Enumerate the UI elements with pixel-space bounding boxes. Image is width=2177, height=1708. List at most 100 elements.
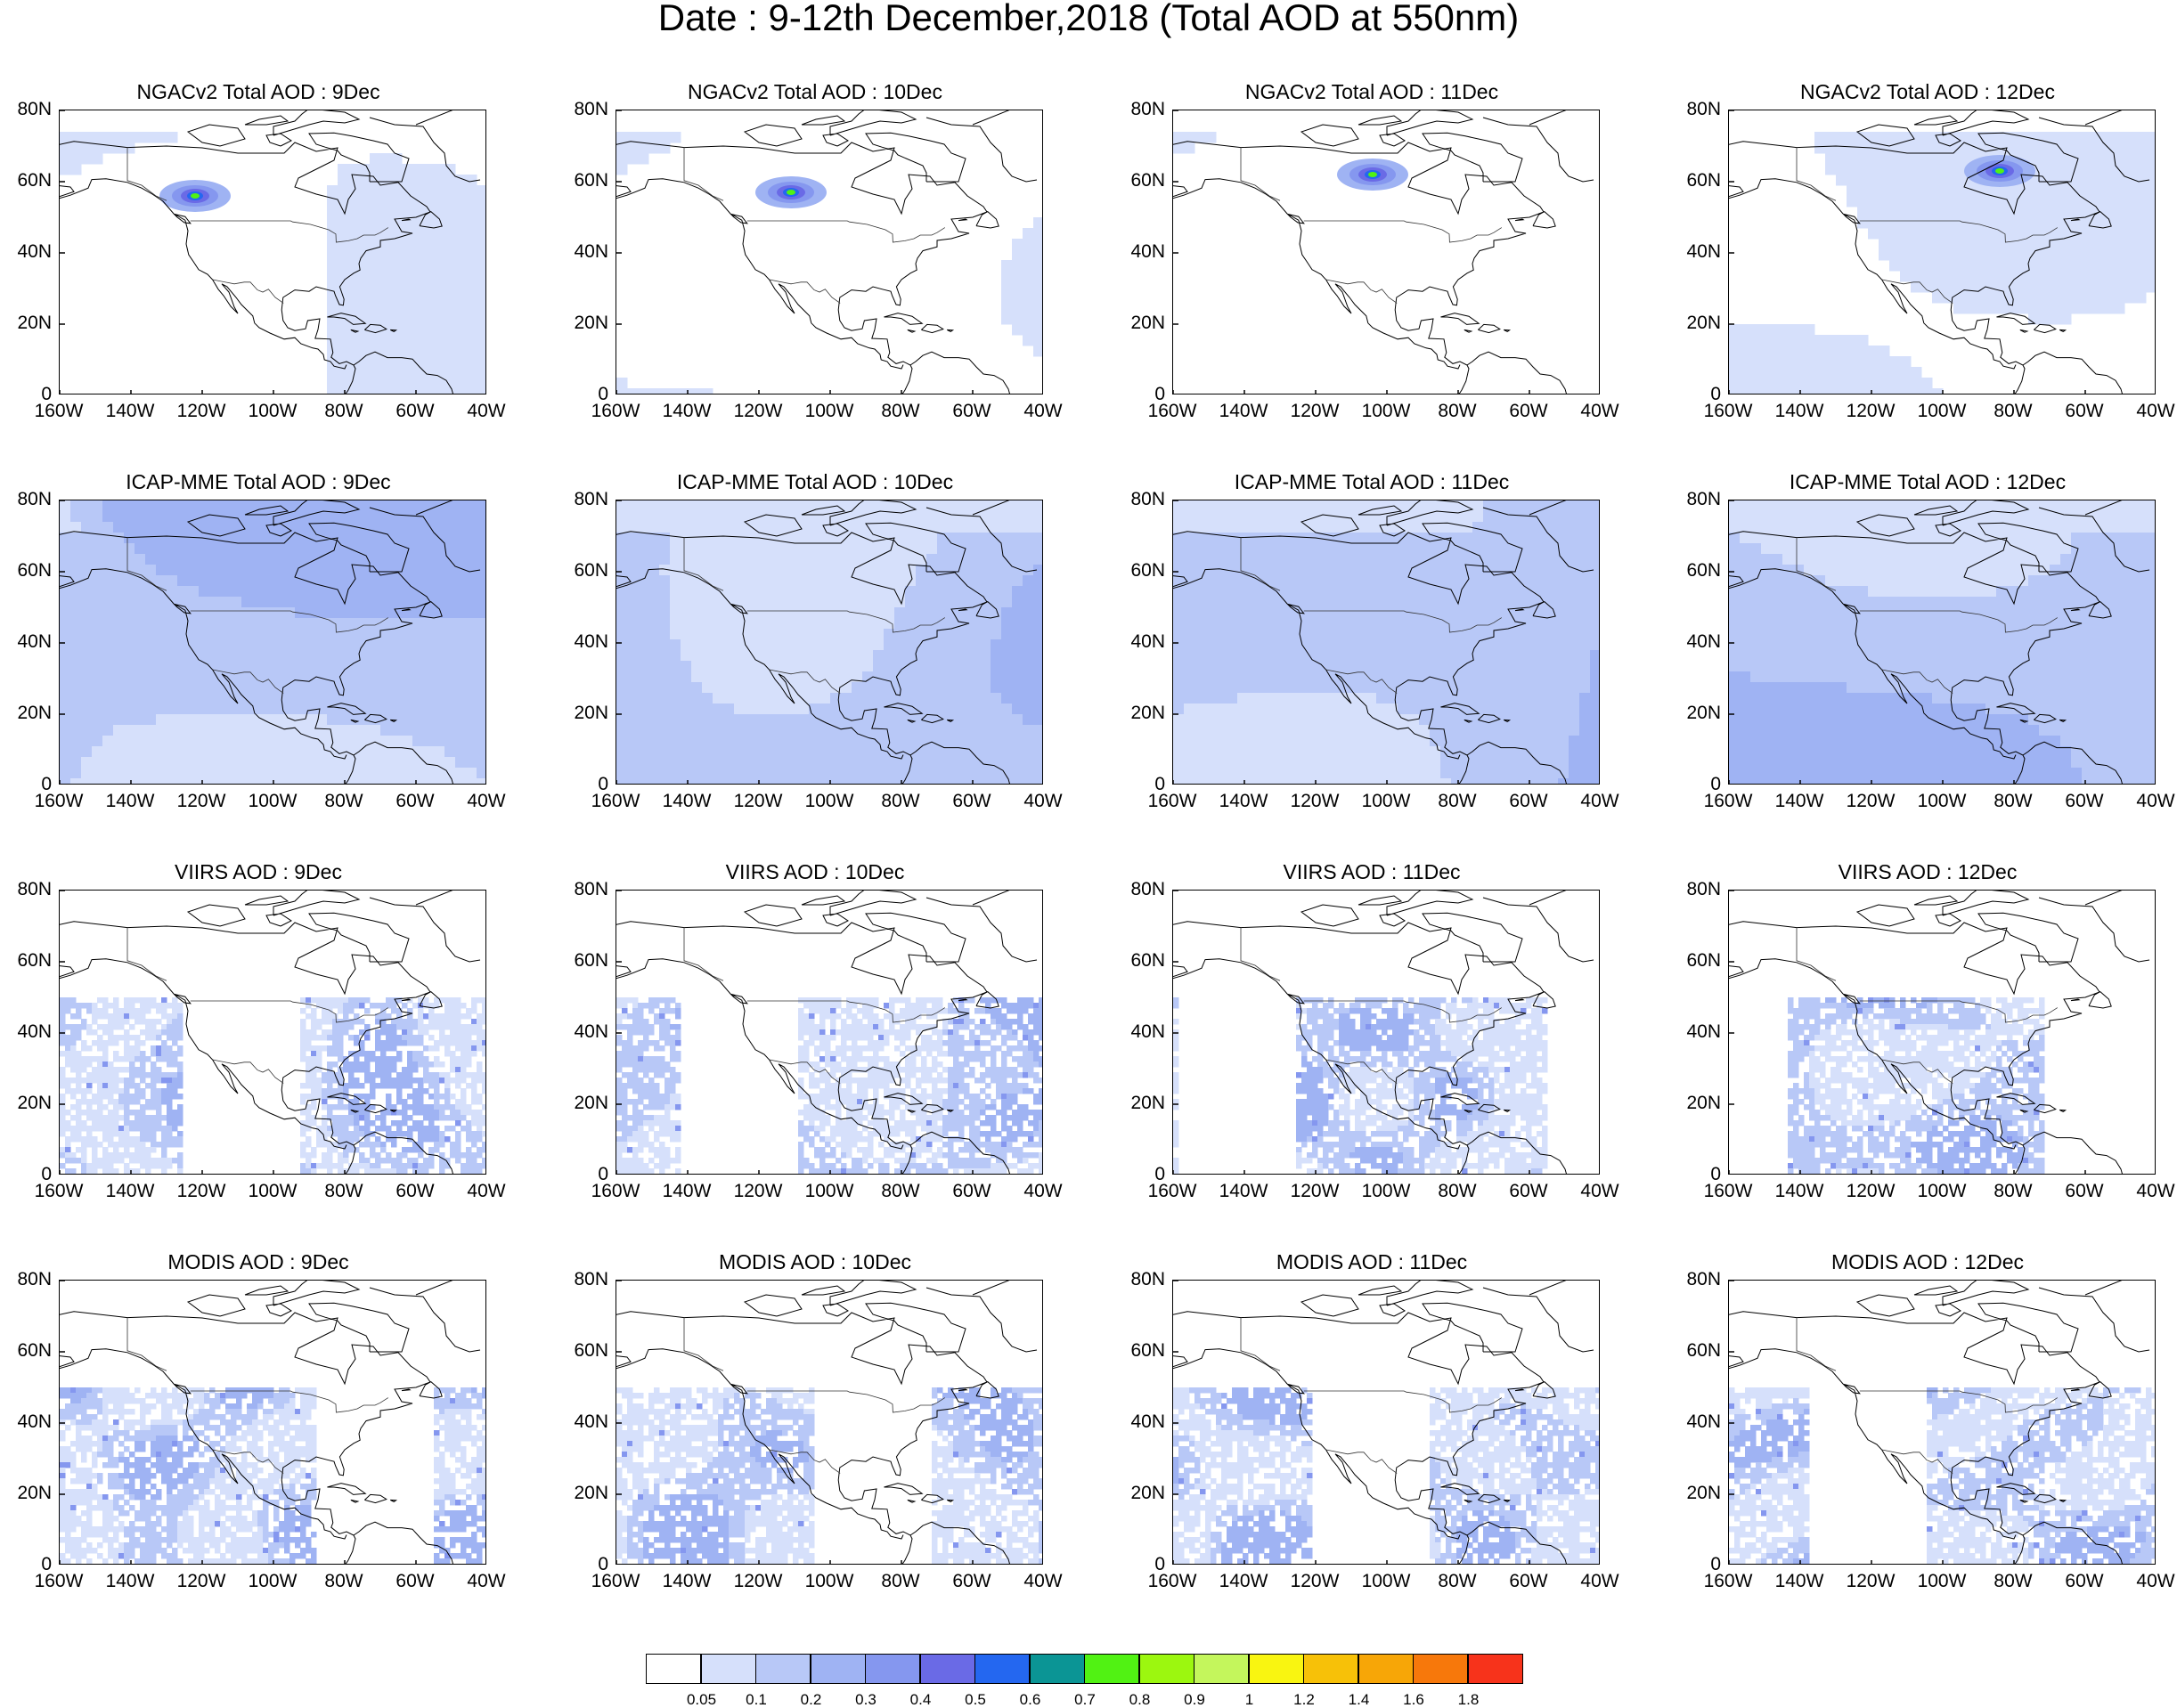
lon-tick-label: 120W bbox=[176, 1181, 226, 1201]
lon-tick-label: 40W bbox=[2136, 1181, 2175, 1201]
lon-tick-label: 100W bbox=[1361, 791, 1411, 811]
lon-tick-label: 40W bbox=[1023, 1571, 1063, 1591]
lat-tick-label: 20N bbox=[17, 703, 52, 723]
lon-tick-label: 160W bbox=[1703, 1571, 1753, 1591]
aod-field bbox=[1729, 1387, 2155, 1564]
lat-tick-label: 0 bbox=[1710, 1554, 1721, 1574]
map-canvas bbox=[1729, 110, 2155, 394]
map-canvas bbox=[1729, 1281, 2155, 1564]
lat-tick-label: 20N bbox=[17, 313, 52, 333]
lat-tick-label: 20N bbox=[1686, 1093, 1721, 1113]
coastline bbox=[1173, 110, 1594, 394]
lat-tick-label: 0 bbox=[1710, 1164, 1721, 1184]
lon-tick-label: 40W bbox=[1023, 1181, 1063, 1201]
country-border bbox=[1240, 1317, 1503, 1474]
lat-tick-label: 40N bbox=[1686, 631, 1721, 652]
lat-tick-label: 0 bbox=[41, 1554, 52, 1574]
map-panel: NGACv2 Total AOD : 10Dec 80N 60N 40N 20N 0 160… bbox=[566, 80, 1064, 454]
country-border bbox=[126, 927, 389, 1084]
colorbar-swatch bbox=[810, 1654, 866, 1684]
colorbar-swatch bbox=[919, 1654, 975, 1684]
map-panel: VIIRS AOD : 12Dec 80N 60N 40N 20N 0 160W 140W 12… bbox=[1678, 860, 2177, 1234]
map-area bbox=[1728, 110, 2156, 394]
lat-tick-label: 0 bbox=[41, 384, 52, 404]
lat-tick-label: 20N bbox=[1130, 703, 1165, 723]
coastline bbox=[1729, 1281, 2150, 1564]
lon-tick-label: 120W bbox=[176, 1571, 226, 1591]
lat-tick-label: 60N bbox=[17, 1340, 52, 1361]
lat-tick-label: 80N bbox=[1130, 879, 1165, 899]
map-panel: NGACv2 Total AOD : 12Dec 80N 60N 40N 20N 0 160… bbox=[1678, 80, 2177, 454]
map-area bbox=[59, 890, 486, 1175]
lon-tick-label: 140W bbox=[662, 401, 712, 421]
lat-tick-label: 60N bbox=[574, 1340, 608, 1361]
country-border bbox=[1796, 927, 2059, 1084]
lat-tick-label: 20N bbox=[574, 703, 608, 723]
coastline bbox=[60, 891, 481, 1174]
panel-title: VIIRS AOD : 12Dec bbox=[1838, 860, 2018, 883]
lat-tick-label: 20N bbox=[1686, 1483, 1721, 1503]
aod-field bbox=[1729, 132, 2155, 394]
map-area bbox=[616, 500, 1043, 785]
lon-tick-label: 80W bbox=[881, 1181, 920, 1201]
lat-tick-label: 40N bbox=[1686, 1411, 1721, 1432]
lat-tick-label: 80N bbox=[574, 1269, 608, 1289]
colorbar-label: 0.05 bbox=[686, 1691, 717, 1708]
coastline bbox=[60, 1281, 481, 1564]
colorbar-swatch bbox=[1303, 1654, 1358, 1684]
lat-tick-label: 40N bbox=[1130, 1021, 1165, 1042]
colorbar-swatch bbox=[755, 1654, 811, 1684]
lon-tick-label: 40W bbox=[467, 1571, 506, 1591]
map-area bbox=[1172, 110, 1600, 394]
map-canvas bbox=[60, 1281, 485, 1564]
panel-title: VIIRS AOD : 11Dec bbox=[1283, 860, 1461, 883]
lat-tick-label: 60N bbox=[1130, 950, 1165, 971]
lon-tick-label: 140W bbox=[105, 1571, 155, 1591]
lat-tick-label: 40N bbox=[1686, 241, 1721, 262]
lat-tick-label: 40N bbox=[574, 631, 608, 652]
lon-tick-label: 80W bbox=[324, 791, 363, 811]
map-panel: NGACv2 Total AOD : 9Dec 80N 60N 40N 20N 0 160W… bbox=[9, 80, 508, 454]
lon-tick-label: 140W bbox=[1219, 1571, 1268, 1591]
lon-tick-label: 120W bbox=[1290, 401, 1340, 421]
map-canvas bbox=[616, 110, 1042, 394]
lon-tick-label: 120W bbox=[1846, 1571, 1896, 1591]
coastline bbox=[60, 110, 481, 394]
coastline bbox=[1173, 1281, 1594, 1564]
lat-tick-label: 0 bbox=[598, 384, 608, 404]
lon-tick-label: 100W bbox=[1361, 1571, 1411, 1591]
aod-hotspot bbox=[191, 193, 200, 199]
lon-tick-label: 80W bbox=[1438, 401, 1477, 421]
lon-tick-label: 40W bbox=[1580, 1571, 1619, 1591]
map-area bbox=[59, 500, 486, 785]
country-border bbox=[683, 537, 946, 694]
lon-tick-label: 140W bbox=[1774, 1181, 1824, 1201]
lon-tick-label: 60W bbox=[2065, 401, 2104, 421]
lat-tick-label: 80N bbox=[1686, 879, 1721, 899]
map-canvas bbox=[60, 110, 485, 394]
lat-tick-label: 20N bbox=[574, 1483, 608, 1503]
colorbar-label: 0.9 bbox=[1184, 1691, 1205, 1708]
lon-tick-label: 140W bbox=[1774, 1571, 1824, 1591]
aod-field bbox=[616, 1387, 1042, 1564]
lon-tick-label: 120W bbox=[176, 791, 226, 811]
coastline bbox=[616, 891, 1038, 1174]
lon-tick-label: 60W bbox=[952, 791, 991, 811]
lon-tick-label: 120W bbox=[1290, 791, 1340, 811]
lon-tick-label: 160W bbox=[591, 401, 640, 421]
lon-tick-label: 100W bbox=[248, 1181, 298, 1201]
map-area bbox=[1728, 890, 2156, 1175]
coastline bbox=[1729, 891, 2150, 1174]
lon-tick-label: 40W bbox=[1580, 1181, 1619, 1201]
lon-tick-label: 40W bbox=[1023, 791, 1063, 811]
lon-tick-label: 140W bbox=[105, 401, 155, 421]
lat-tick-label: 60N bbox=[1686, 950, 1721, 971]
panel-title: MODIS AOD : 10Dec bbox=[718, 1250, 911, 1273]
lon-tick-label: 100W bbox=[1917, 1571, 1967, 1591]
lon-tick-label: 120W bbox=[176, 401, 226, 421]
coastline bbox=[1173, 891, 1594, 1174]
map-canvas bbox=[616, 500, 1042, 784]
panel-title: ICAP-MME Total AOD : 9Dec bbox=[126, 470, 391, 493]
lon-tick-label: 80W bbox=[881, 791, 920, 811]
colorbar-label: 0.3 bbox=[855, 1691, 877, 1708]
